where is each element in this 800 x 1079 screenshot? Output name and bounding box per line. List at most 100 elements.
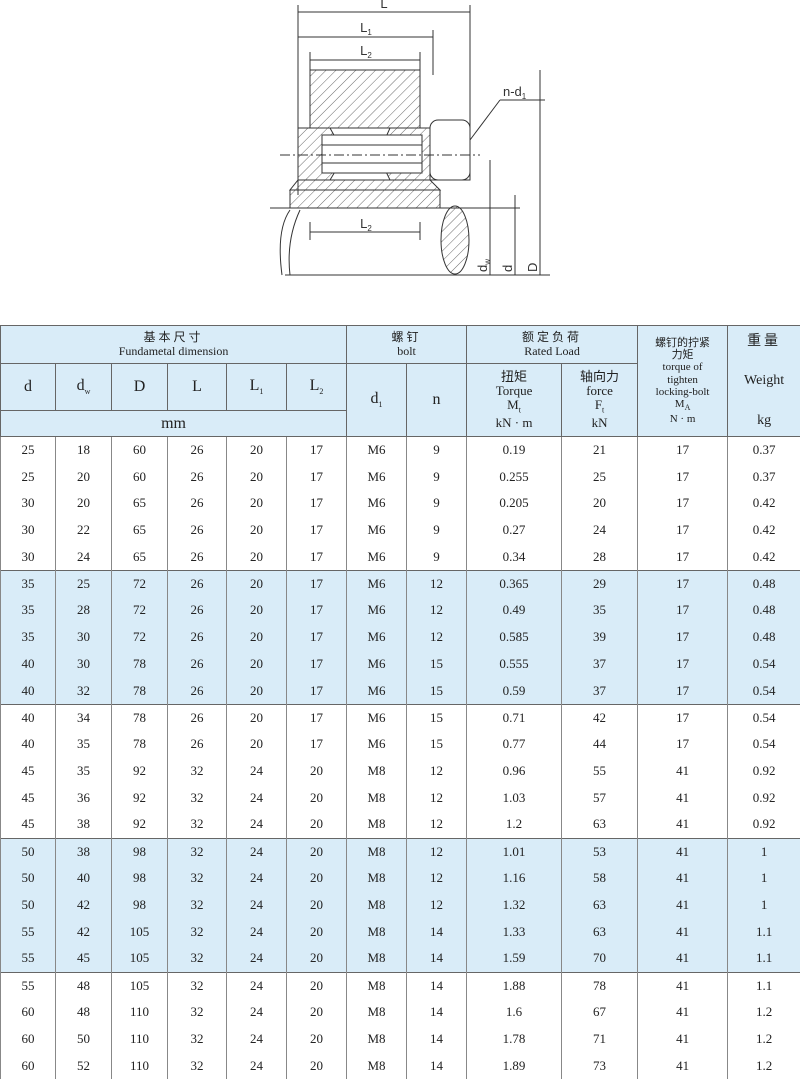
table-cell: 1.33 [466, 918, 563, 946]
table-cell: 18 [55, 436, 112, 464]
unit: N · m [669, 412, 696, 425]
table-cell: 20 [226, 731, 287, 758]
symbol: L1 [227, 377, 286, 397]
table-cell: 20 [226, 490, 287, 517]
table-cell: 72 [111, 569, 168, 598]
symbol-main: L [192, 378, 202, 396]
table-row: 25 18 60 26 20 17 M6 9 0.19 21 17 0.37 [0, 436, 800, 464]
table-cell: 26 [167, 597, 227, 624]
table-cell: 32 [167, 1025, 227, 1053]
table-cell: 41 [637, 865, 729, 892]
table-cell: 20 [226, 436, 287, 464]
table-cell: 24 [226, 865, 287, 892]
table-cell: 40 [0, 677, 56, 705]
symbol: D [112, 378, 167, 396]
table-cell: 41 [637, 811, 729, 839]
table-cell: 17 [285, 516, 348, 544]
table-cell: 26 [167, 703, 227, 732]
table-cell: 17 [637, 516, 729, 544]
label-main: d [475, 265, 490, 272]
table-cell: 0.365 [466, 569, 563, 598]
table-cell: 17 [285, 597, 348, 624]
table-cell: 15 [406, 703, 468, 732]
table-cell: 17 [285, 703, 348, 732]
table-row: 45 38 92 32 24 20 M8 12 1.2 63 41 0.92 [0, 811, 800, 839]
table-cell: 24 [226, 998, 287, 1026]
table-cell: 17 [285, 650, 348, 678]
table-cell: 1.32 [466, 891, 563, 919]
table-cell: 110 [111, 1025, 168, 1053]
table-cell: 0.54 [727, 731, 800, 758]
table-cell: 32 [167, 945, 227, 973]
table-cell: 15 [406, 650, 468, 678]
table-cell: 0.71 [466, 703, 563, 732]
table-cell: 92 [111, 811, 168, 839]
table-cell: 20 [226, 543, 287, 571]
table-cell: 0.54 [727, 650, 800, 678]
table-cell: 20 [226, 650, 287, 678]
symbol-sub: A [684, 402, 691, 412]
table-cell: 48 [55, 971, 112, 999]
table-cell: 0.27 [466, 516, 563, 544]
table-cell: 0.77 [466, 731, 563, 758]
weight-unit: kg [757, 412, 772, 428]
table-cell: 20 [285, 784, 348, 812]
table-cell: M6 [346, 569, 408, 598]
table-cell: 98 [111, 837, 168, 865]
table-cell: 12 [406, 837, 468, 865]
table-cell: 38 [55, 811, 112, 839]
table-cell: M6 [346, 516, 408, 544]
table-cell: 17 [285, 543, 348, 571]
table-cell: 78 [561, 971, 639, 999]
dim-label: L2 [360, 43, 372, 60]
label-main: L [360, 216, 367, 231]
table-cell: 32 [167, 971, 227, 999]
table-cell: 0.205 [466, 490, 563, 517]
table-cell: 36 [55, 784, 112, 812]
table-cell: 25 [0, 463, 56, 491]
table-cell: 1.03 [466, 784, 563, 812]
table-cell: 1 [727, 891, 800, 919]
label-main: L [380, 0, 387, 11]
table-cell: 17 [285, 623, 348, 651]
dim-label: L [380, 0, 387, 11]
unit-mm: mm [161, 414, 186, 432]
dim-label: L1 [360, 20, 372, 37]
table-cell: 32 [167, 918, 227, 946]
table-cell: 0.92 [727, 784, 800, 812]
table-cell: 17 [637, 731, 729, 758]
table-cell: 60 [0, 998, 56, 1026]
table-cell: 17 [637, 623, 729, 651]
table-cell: 24 [226, 811, 287, 839]
table-cell: 0.48 [727, 569, 800, 598]
table-cell: 1.1 [727, 971, 800, 999]
table-cell: M8 [346, 837, 408, 865]
table-cell: 9 [406, 516, 468, 544]
symbol: d1 [347, 390, 406, 410]
table-cell: 25 [55, 569, 112, 598]
table-cell: 0.49 [466, 597, 563, 624]
table-cell: M8 [346, 757, 408, 785]
table-cell: M8 [346, 1025, 408, 1053]
table-cell: 55 [0, 945, 56, 973]
table-cell: 37 [561, 650, 639, 678]
table-cell: 26 [167, 490, 227, 517]
table-cell: 65 [111, 490, 168, 517]
table-cell: M6 [346, 677, 408, 705]
table-cell: 20 [226, 623, 287, 651]
table-cell: 1.2 [727, 1052, 800, 1079]
table-cell: 28 [561, 543, 639, 571]
table-cell: 0.37 [727, 463, 800, 491]
table-cell: 42 [55, 918, 112, 946]
table-cell: 50 [0, 865, 56, 892]
table-cell: 26 [167, 569, 227, 598]
header-cell: L1 [226, 363, 287, 411]
label-main: L [360, 43, 367, 58]
table-cell: 41 [637, 971, 729, 999]
table-cell: 92 [111, 757, 168, 785]
table-cell: 39 [561, 623, 639, 651]
table-row: 40 34 78 26 20 17 M6 15 0.71 42 17 0.54 [0, 703, 800, 732]
table-cell: 50 [0, 837, 56, 865]
table-cell: M8 [346, 918, 408, 946]
table-row: 55 42 105 32 24 20 M8 14 1.33 63 41 1.1 [0, 918, 800, 946]
